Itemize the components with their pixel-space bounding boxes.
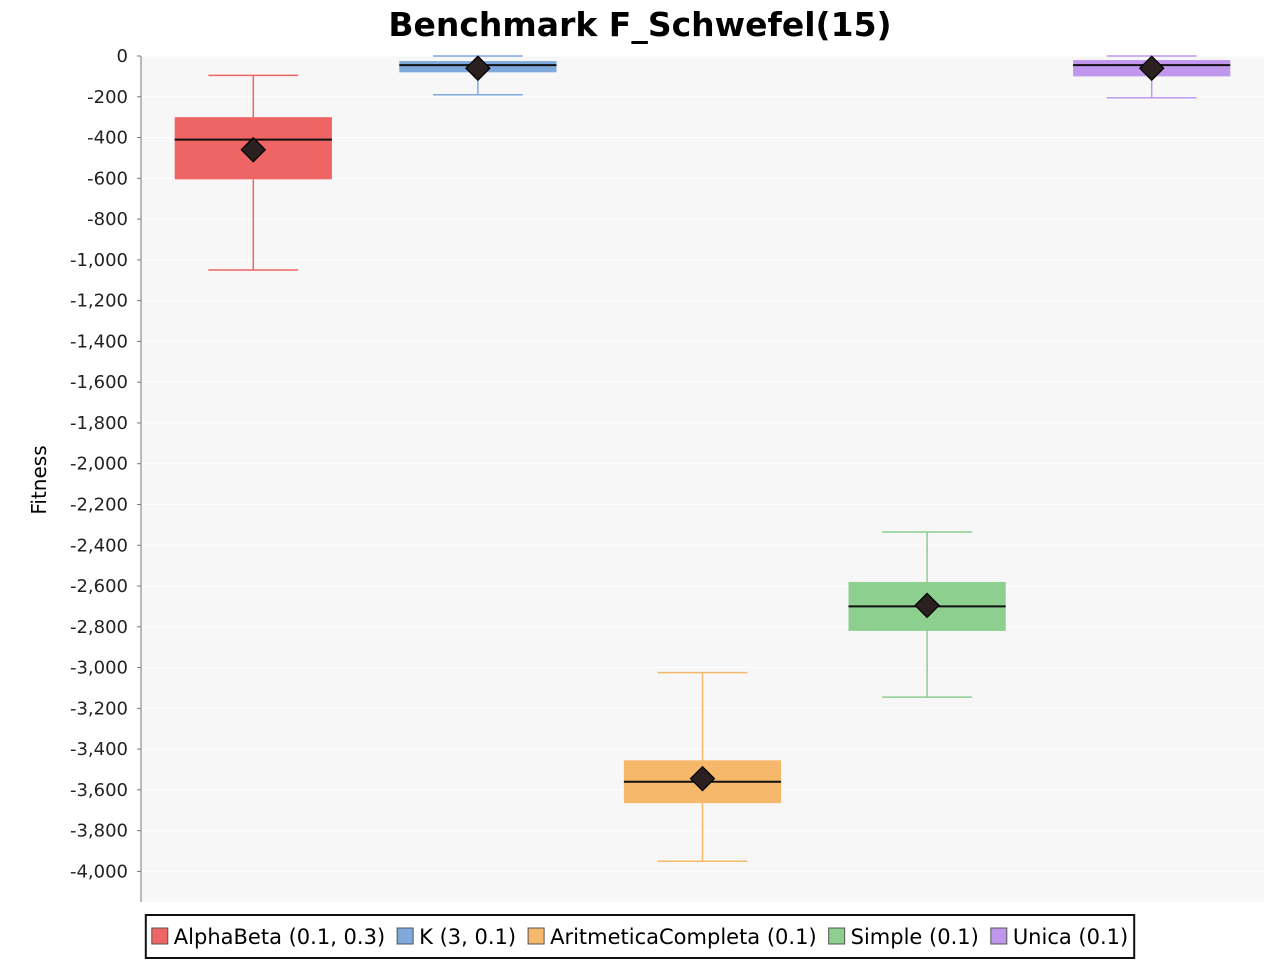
- legend-item-4: Simple (0.1): [828, 925, 979, 949]
- mean-marker: [914, 592, 940, 619]
- y-tick-label: -4,000: [70, 861, 128, 882]
- y-tick-label: -400: [87, 128, 128, 149]
- legend: AlphaBeta (0.1, 0.3) K (3, 0.1) Aritmetica…: [144, 914, 1136, 959]
- y-tick-label: -3,200: [70, 698, 128, 719]
- legend-label: Unica (0.1): [1013, 925, 1128, 949]
- y-tick-label: -600: [87, 168, 128, 189]
- legend-item-3: AritmeticaCompleta (0.1): [527, 925, 817, 949]
- y-tick-label: -2,200: [70, 494, 128, 515]
- legend-label: AlphaBeta (0.1, 0.3): [174, 925, 385, 949]
- box-3: [623, 671, 782, 862]
- y-tick-label: -3,800: [70, 821, 128, 842]
- y-tick-label: -3,600: [70, 780, 128, 801]
- chart-title: Benchmark F_Schwefel(15): [388, 5, 891, 44]
- mean-marker: [689, 765, 716, 792]
- y-tick-label: -1,200: [70, 291, 128, 312]
- y-tick-label: -3,400: [70, 739, 128, 760]
- y-tick-label: -2,600: [70, 576, 128, 597]
- y-tick-label: -800: [87, 209, 128, 230]
- box-4: [848, 531, 1006, 698]
- y-tick-label: -2,000: [70, 454, 128, 475]
- y-tick-label: -1,600: [70, 372, 128, 393]
- legend-item-5: Unica (0.1): [990, 925, 1128, 949]
- mean-marker: [465, 55, 491, 82]
- y-tick-label: -1,400: [70, 331, 128, 352]
- legend-item-2: K (3, 0.1): [396, 925, 516, 949]
- y-tick-label: 0: [117, 46, 128, 67]
- legend-frame: [144, 914, 1136, 959]
- box-1: [174, 74, 332, 271]
- y-tick-label: -1,000: [70, 250, 128, 271]
- legend-label: AritmeticaCompleta (0.1): [550, 925, 817, 949]
- box-2: [399, 55, 557, 96]
- legend-swatch: [527, 927, 545, 945]
- legend-label: Simple (0.1): [851, 925, 979, 949]
- y-tick-label: -200: [87, 87, 128, 108]
- y-tick-label: -3,000: [70, 658, 128, 679]
- legend-swatch: [828, 927, 846, 945]
- legend-swatch: [396, 927, 414, 945]
- box-5: [1073, 55, 1231, 99]
- legend-swatch: [990, 927, 1008, 945]
- y-axis: 0 -200 -400 -600 -800 -1,000 -1,200 -1,400 -1,60…: [70, 46, 142, 902]
- legend-swatch: [151, 927, 169, 945]
- mean-marker: [1138, 55, 1165, 82]
- y-axis-label: Fitness: [27, 445, 51, 514]
- box-layer: [174, 55, 1231, 862]
- y-tick-label: -2,400: [70, 535, 128, 556]
- mean-marker: [240, 136, 267, 163]
- y-tick-label: -1,800: [70, 413, 128, 434]
- legend-label: K (3, 0.1): [419, 925, 516, 949]
- y-tick-label: -2,800: [70, 617, 128, 638]
- legend-item-1: AlphaBeta (0.1, 0.3): [151, 925, 385, 949]
